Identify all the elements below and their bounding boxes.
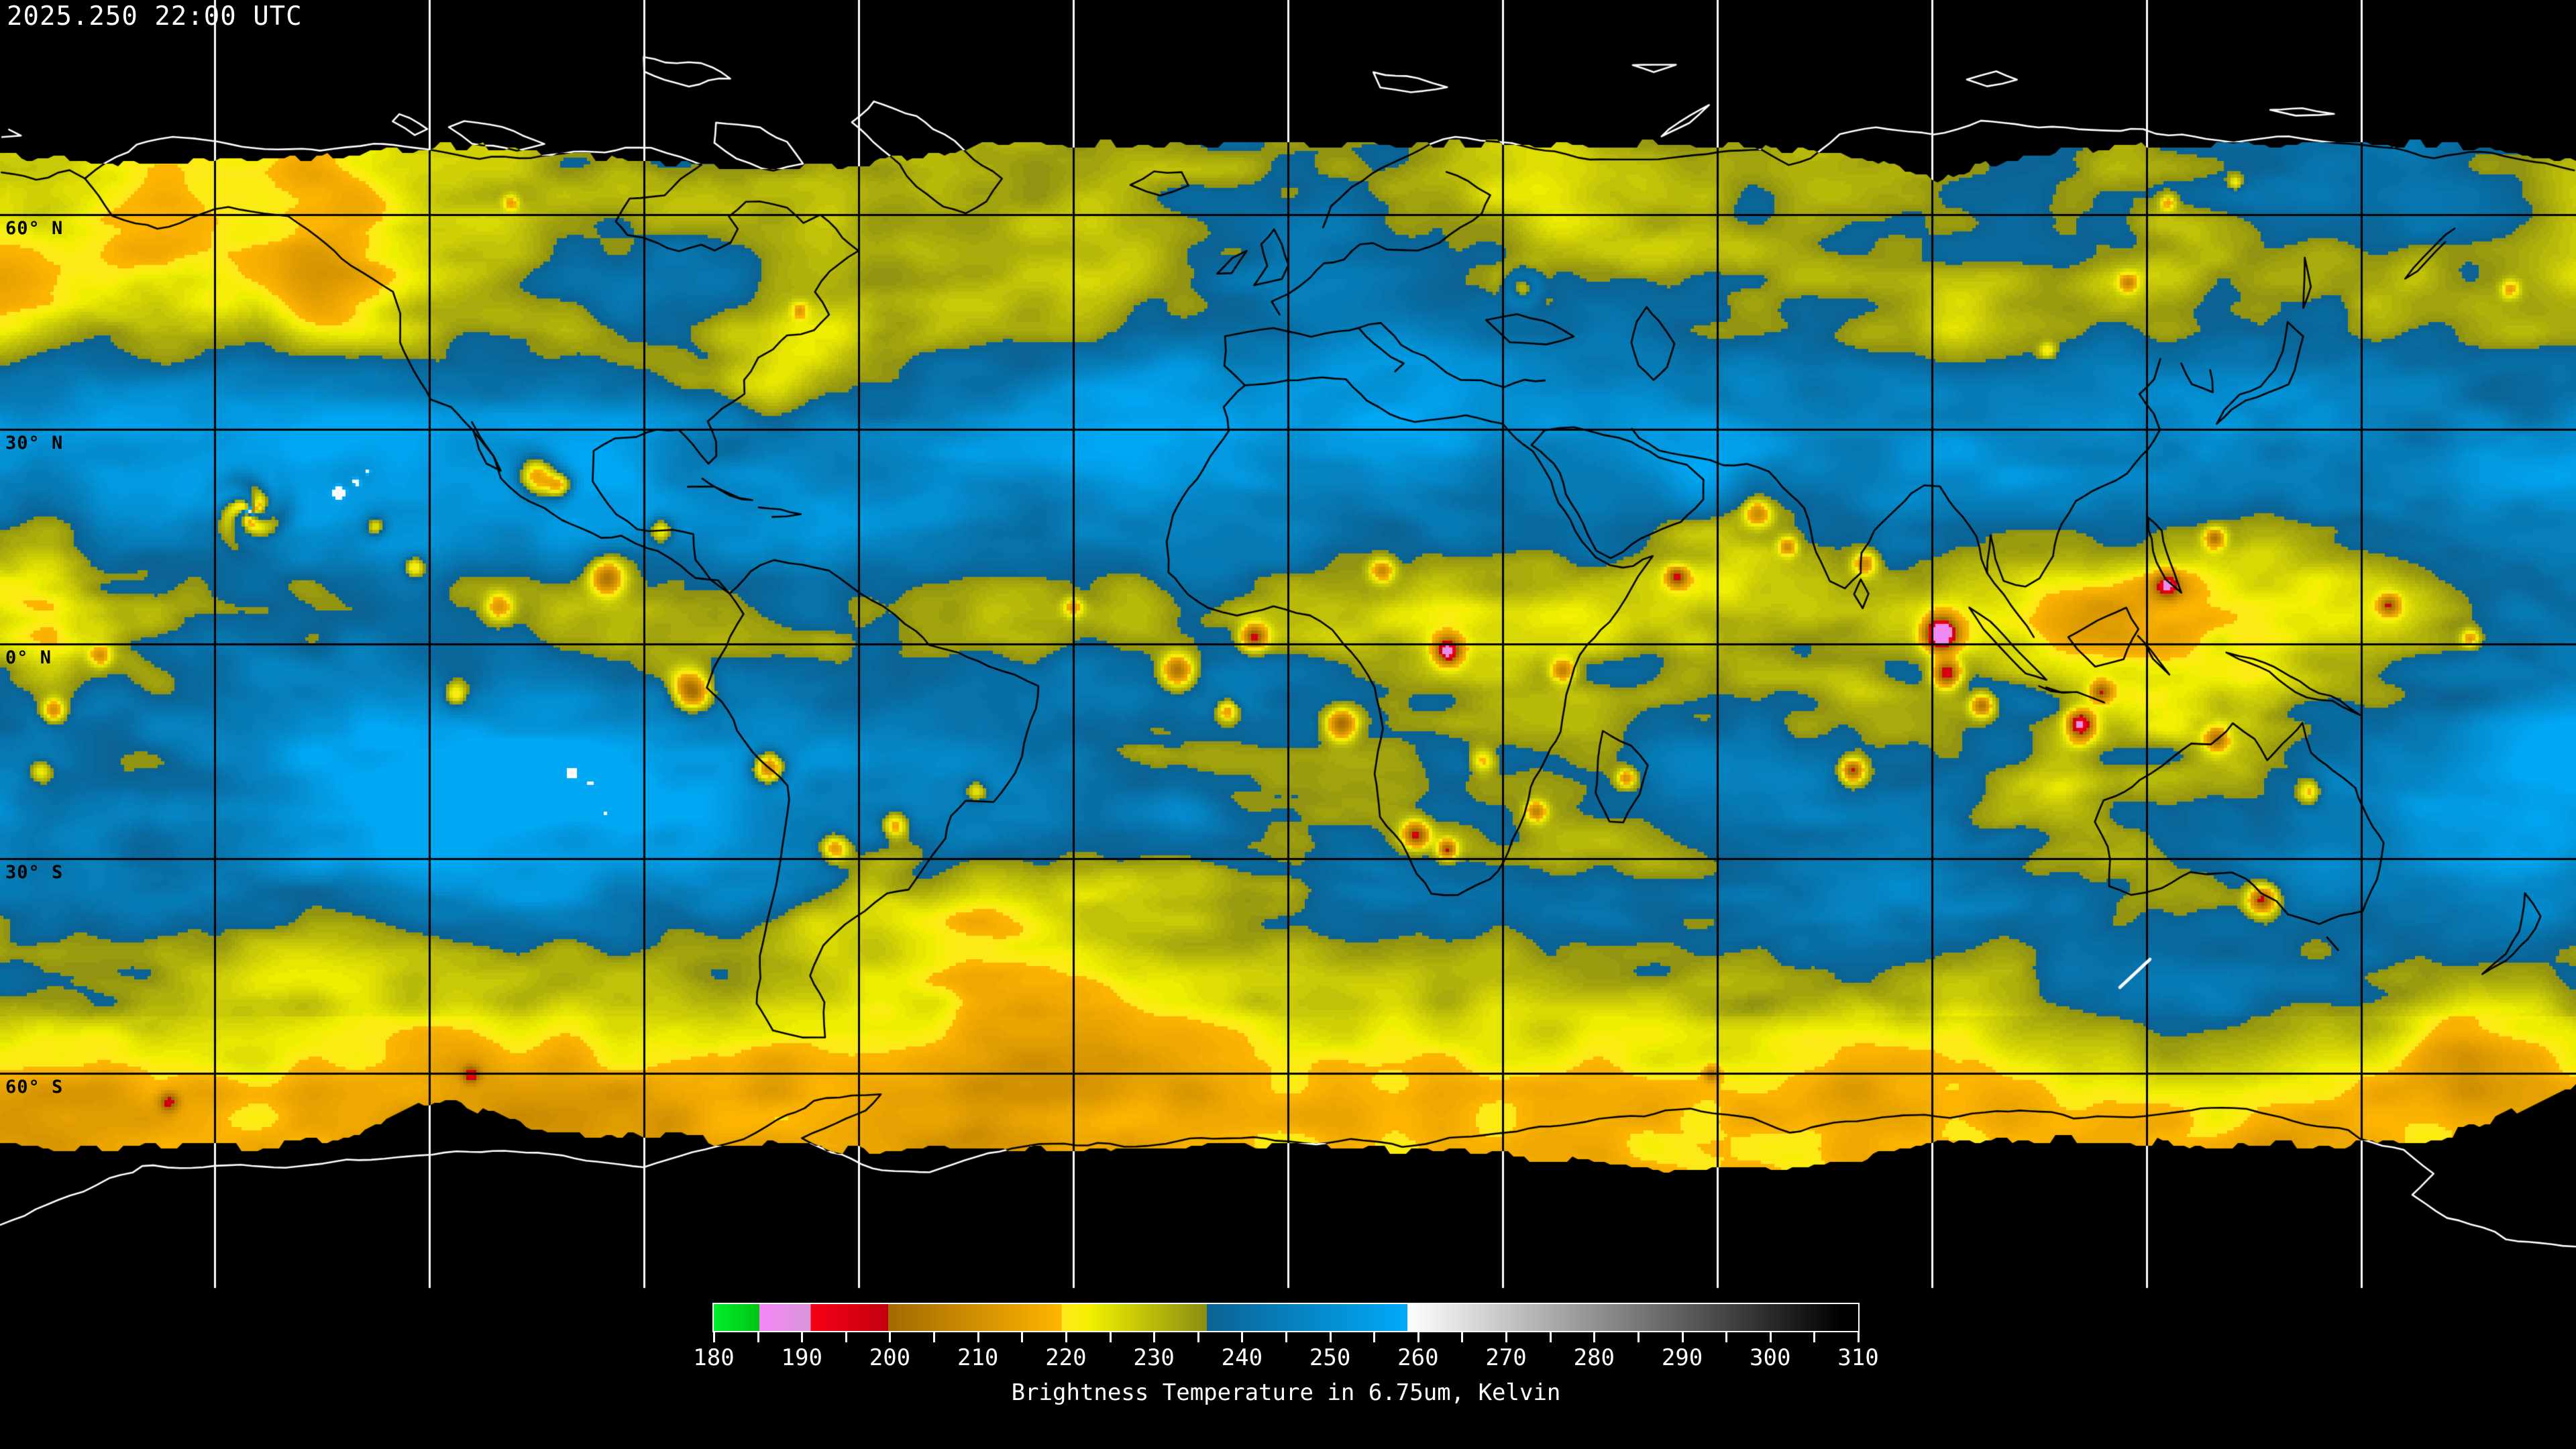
- colorbar-tick: [889, 1332, 892, 1342]
- colorbar-tick: [1329, 1332, 1332, 1342]
- latitude-label: 60° N: [5, 218, 64, 239]
- colorbar-tick-label: 250: [1309, 1344, 1351, 1371]
- colorbar-tick-label: 280: [1573, 1344, 1615, 1371]
- colorbar-tick-label: 200: [869, 1344, 911, 1371]
- colorbar-tick: [1417, 1332, 1419, 1342]
- colorbar-tick-label: 210: [957, 1344, 999, 1371]
- timestamp: 2025.250 22:00 UTC: [7, 1, 303, 32]
- colorbar-tick-label: 290: [1661, 1344, 1703, 1371]
- colorbar-tick: [1461, 1332, 1464, 1342]
- colorbar-tick: [1549, 1332, 1552, 1342]
- colorbar-tick: [1109, 1332, 1112, 1342]
- colorbar-tick: [1725, 1332, 1728, 1342]
- colorbar-tick-label: 180: [693, 1344, 735, 1371]
- latitude-label: 0° N: [5, 647, 52, 668]
- colorbar-tick-label: 230: [1133, 1344, 1175, 1371]
- latitude-label: 30° N: [5, 433, 64, 453]
- colorbar-tick: [1505, 1332, 1508, 1342]
- colorbar-tick-label: 240: [1221, 1344, 1263, 1371]
- colorbar-tick: [1681, 1332, 1684, 1342]
- colorbar-tick: [757, 1332, 759, 1342]
- colorbar-tick: [977, 1332, 979, 1342]
- colorbar-tick: [1021, 1332, 1024, 1342]
- colorbar-tick-label: 300: [1750, 1344, 1791, 1371]
- colorbar-tick: [1813, 1332, 1816, 1342]
- colorbar-gradient-bar: [712, 1303, 1860, 1332]
- latitude-label: 60° S: [5, 1077, 64, 1097]
- colorbar-tick-label: 260: [1397, 1344, 1439, 1371]
- colorbar-tick: [1197, 1332, 1199, 1342]
- colorbar-tick: [1241, 1332, 1244, 1342]
- colorbar-tick: [713, 1332, 715, 1342]
- colorbar-tick: [933, 1332, 936, 1342]
- colorbar-tick: [1373, 1332, 1376, 1342]
- colorbar-tick: [1285, 1332, 1287, 1342]
- colorbar-tick-label: 220: [1045, 1344, 1087, 1371]
- colorbar-tick-label: 270: [1485, 1344, 1527, 1371]
- colorbar-tick: [1593, 1332, 1596, 1342]
- colorbar-tick: [845, 1332, 847, 1342]
- colorbar-tick: [1637, 1332, 1640, 1342]
- colorbar-tick: [1065, 1332, 1067, 1342]
- colorbar-caption: Brightness Temperature in 6.75um, Kelvin: [1011, 1379, 1561, 1406]
- colorbar-tick-label: 190: [781, 1344, 822, 1371]
- colorbar-tick: [1858, 1332, 1860, 1342]
- colorbar-tick: [1153, 1332, 1156, 1342]
- latitude-label: 30° S: [5, 862, 64, 883]
- colorbar-tick: [801, 1332, 804, 1342]
- colorbar-tick: [1769, 1332, 1772, 1342]
- colorbar-tick-label: 310: [1837, 1344, 1879, 1371]
